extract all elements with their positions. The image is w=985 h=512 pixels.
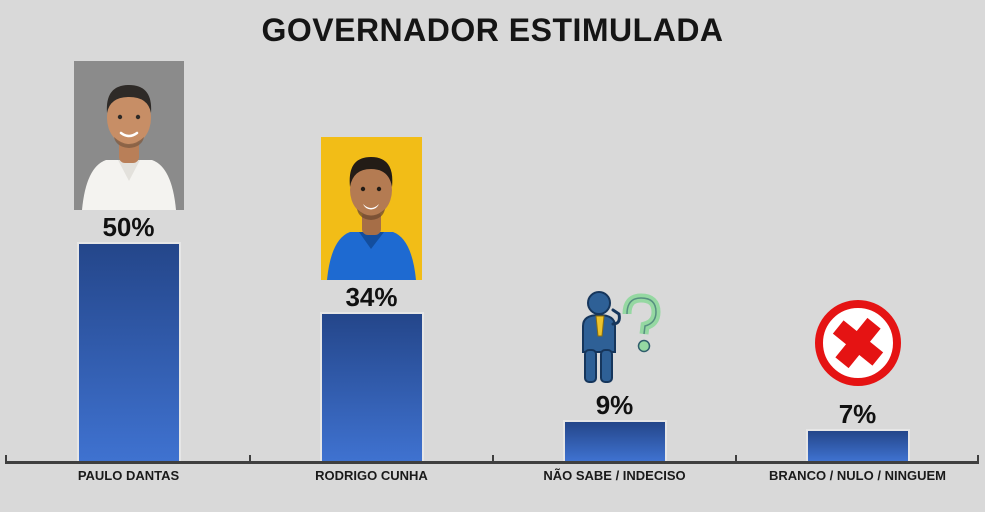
chart-title: GOVERNADOR ESTIMULADA [261, 12, 724, 48]
undecided-person-question-icon [569, 290, 661, 388]
question-person-icon [581, 291, 661, 383]
rodrigo-cunha-photo [321, 137, 422, 280]
value-label-paulo-dantas: 50% [102, 212, 155, 242]
candidate-photo-image [321, 137, 422, 280]
category-label-paulo-dantas: PAULO DANTAS [77, 468, 180, 483]
value-label-rodrigo-cunha: 34% [345, 282, 398, 312]
axis-tick [249, 455, 251, 464]
category-label-branco-nulo: BRANCO / NULO / NINGUEM [769, 468, 946, 483]
chart-column-nao-sabe: 9% [493, 0, 736, 461]
chart-column-branco-nulo: 7% [736, 0, 979, 461]
value-label-nao-sabe: 9% [595, 390, 634, 420]
category-label-nao-sabe: NÃO SABE / INDECISO [543, 468, 686, 483]
bar-branco-nulo [807, 431, 908, 461]
axis-tick [735, 455, 737, 464]
value-label-branco-nulo: 7% [838, 399, 877, 429]
axis-tick [977, 455, 979, 464]
axis-tick [492, 455, 494, 464]
chart-column-paulo-dantas: 50% [7, 0, 250, 461]
x-circle-icon [814, 300, 901, 386]
candidate-photo-image [73, 61, 184, 210]
chart-column-rodrigo-cunha: 34% [250, 0, 493, 461]
category-label-rodrigo-cunha: RODRIGO CUNHA [315, 468, 428, 483]
axis-tick [5, 455, 7, 464]
bar-paulo-dantas [78, 244, 179, 461]
red-x-circle-icon [814, 299, 902, 387]
bar-nao-sabe [564, 422, 665, 461]
paulo-dantas-photo [73, 61, 184, 210]
bar-rodrigo-cunha [321, 314, 422, 461]
